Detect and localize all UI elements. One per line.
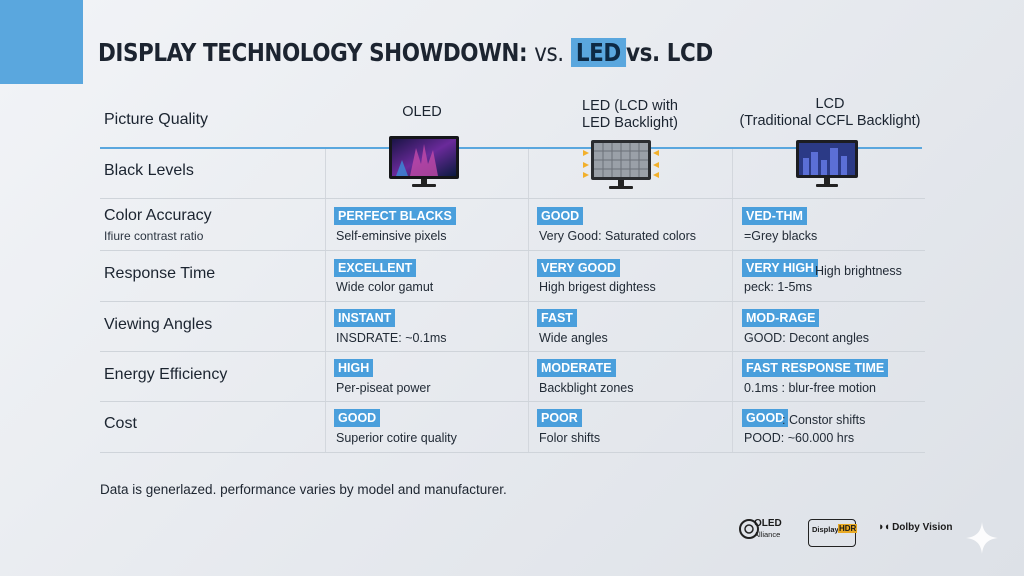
- led-viewing-desc: Backblight zones: [539, 381, 634, 395]
- oled-alliance-logo: OLED Alliance: [738, 514, 788, 544]
- row-label-viewing-angles: Viewing Angles: [104, 316, 213, 333]
- row-label-black-levels: Black Levels: [104, 162, 194, 179]
- column-divider-3: [732, 149, 733, 452]
- oled-energy-desc: Superior cotire quality: [336, 431, 457, 445]
- display-hdr-badge: HDR: [838, 524, 858, 533]
- row-label-cost: Cost: [104, 415, 137, 432]
- column-header-lcd-line2: (Traditional CCFL Backlight): [739, 113, 921, 129]
- lcd-energy-extra: : Constor shifts: [782, 413, 866, 427]
- row-label-picture-quality: Picture Quality: [104, 111, 209, 128]
- lcd-viewing-badge: FAST RESPONSE TIME: [742, 359, 889, 377]
- led-black-desc: Very Good: Saturated colors: [539, 229, 697, 243]
- row-divider-2: [100, 250, 925, 251]
- lcd-black-desc: =Grey blacks: [744, 229, 818, 243]
- lcd-black-badge: VED-THM: [742, 207, 807, 225]
- oled-response-desc: INSDRATE: ~0.1ms: [336, 331, 447, 345]
- oled-black-desc: Self-eminsive pixels: [336, 229, 447, 243]
- oled-alliance-ring-icon: [739, 519, 759, 539]
- led-color-desc: High brigest dightess: [539, 280, 656, 294]
- row-label-color-accuracy: Color Accuracy: [104, 207, 212, 224]
- column-header-led-line1: LED (LCD with: [582, 98, 678, 114]
- row-divider-3: [100, 301, 925, 302]
- led-monitor-icon: [583, 140, 659, 189]
- dolby-vision-text: Dolby Vision: [892, 522, 953, 533]
- row-divider-1: [100, 198, 925, 199]
- dolby-vision-logo: ◗◖ Dolby Vision: [878, 521, 952, 533]
- corner-accent-block: [0, 0, 83, 84]
- oled-black-badge: PERFECT BLACKS: [334, 207, 456, 225]
- oled-color-badge: EXCELLENT: [334, 259, 417, 277]
- lcd-monitor-icon: [796, 140, 858, 187]
- oled-viewing-desc: Per-piseat power: [336, 381, 431, 395]
- lcd-color-desc: peck: 1-5ms: [744, 280, 813, 294]
- title-main: DISPLAY TECHNOLOGY SHOWDOWN:: [98, 38, 528, 67]
- oled-response-badge: INSTANT: [334, 309, 396, 327]
- oled-monitor-icon: [389, 136, 459, 187]
- lcd-color-badge: VERY HIGH: [742, 259, 819, 277]
- oled-alliance-text: OLED: [754, 518, 782, 529]
- column-header-led: LED (LCD with LED Backlight): [560, 98, 700, 132]
- column-divider-2: [528, 149, 529, 452]
- title-vs-lcd: vs. LCD: [626, 38, 713, 67]
- lcd-viewing-desc: 0.1ms : blur-free motion: [744, 381, 876, 395]
- page-title: DISPLAY TECHNOLOGY SHOWDOWN: vs. LED vs. …: [98, 38, 713, 67]
- display-hdr-logo: Display HDR: [808, 519, 858, 547]
- led-energy-badge: POOR: [537, 409, 582, 427]
- column-divider-1: [325, 149, 326, 452]
- led-energy-desc: Folor shifts: [539, 431, 601, 445]
- oled-alliance-subtext: Alliance: [754, 530, 781, 539]
- led-response-desc: Wide angles: [539, 331, 608, 345]
- led-color-badge: VERY GOOD: [537, 259, 621, 277]
- row-divider-6: [100, 452, 925, 453]
- led-response-badge: FAST: [537, 309, 577, 327]
- title-led-chip: LED: [570, 38, 627, 67]
- oled-energy-badge: GOOD: [334, 409, 381, 427]
- display-hdr-text: Display: [812, 525, 839, 534]
- column-header-lcd: LCD (Traditional CCFL Backlight): [735, 96, 925, 130]
- lcd-energy-desc: POOD: ~60.000 hrs: [744, 431, 855, 445]
- led-black-badge: GOOD: [537, 207, 584, 225]
- led-viewing-badge: MODERATE: [537, 359, 616, 377]
- sparkle-icon: [966, 522, 998, 554]
- title-vs: vs.: [534, 38, 564, 67]
- dolby-double-d-icon: ◗◖: [878, 521, 890, 533]
- footnote: Data is generlazed. performance varies b…: [100, 482, 507, 497]
- column-header-oled: OLED: [372, 104, 472, 121]
- lcd-response-desc: GOOD: Decont angles: [744, 331, 870, 345]
- row-sublabel-contrast: Ifiure contrast ratio: [104, 229, 204, 243]
- oled-color-desc: Wide color gamut: [336, 280, 434, 294]
- lcd-color-extra: High brightness: [815, 264, 902, 278]
- row-label-response-time: Response Time: [104, 265, 216, 282]
- row-divider-4: [100, 351, 925, 352]
- lcd-response-badge: MOD-RAGE: [742, 309, 820, 327]
- column-header-lcd-line1: LCD: [815, 96, 845, 112]
- oled-viewing-badge: HIGH: [334, 359, 374, 377]
- row-label-energy-efficiency: Energy Efficiency: [104, 366, 228, 383]
- row-divider-5: [100, 401, 925, 402]
- lcd-energy-badge: GOOD: [742, 409, 789, 427]
- column-header-oled-label: OLED: [402, 104, 442, 120]
- header-rule: [100, 147, 922, 149]
- column-header-led-line2: LED Backlight): [582, 115, 678, 131]
